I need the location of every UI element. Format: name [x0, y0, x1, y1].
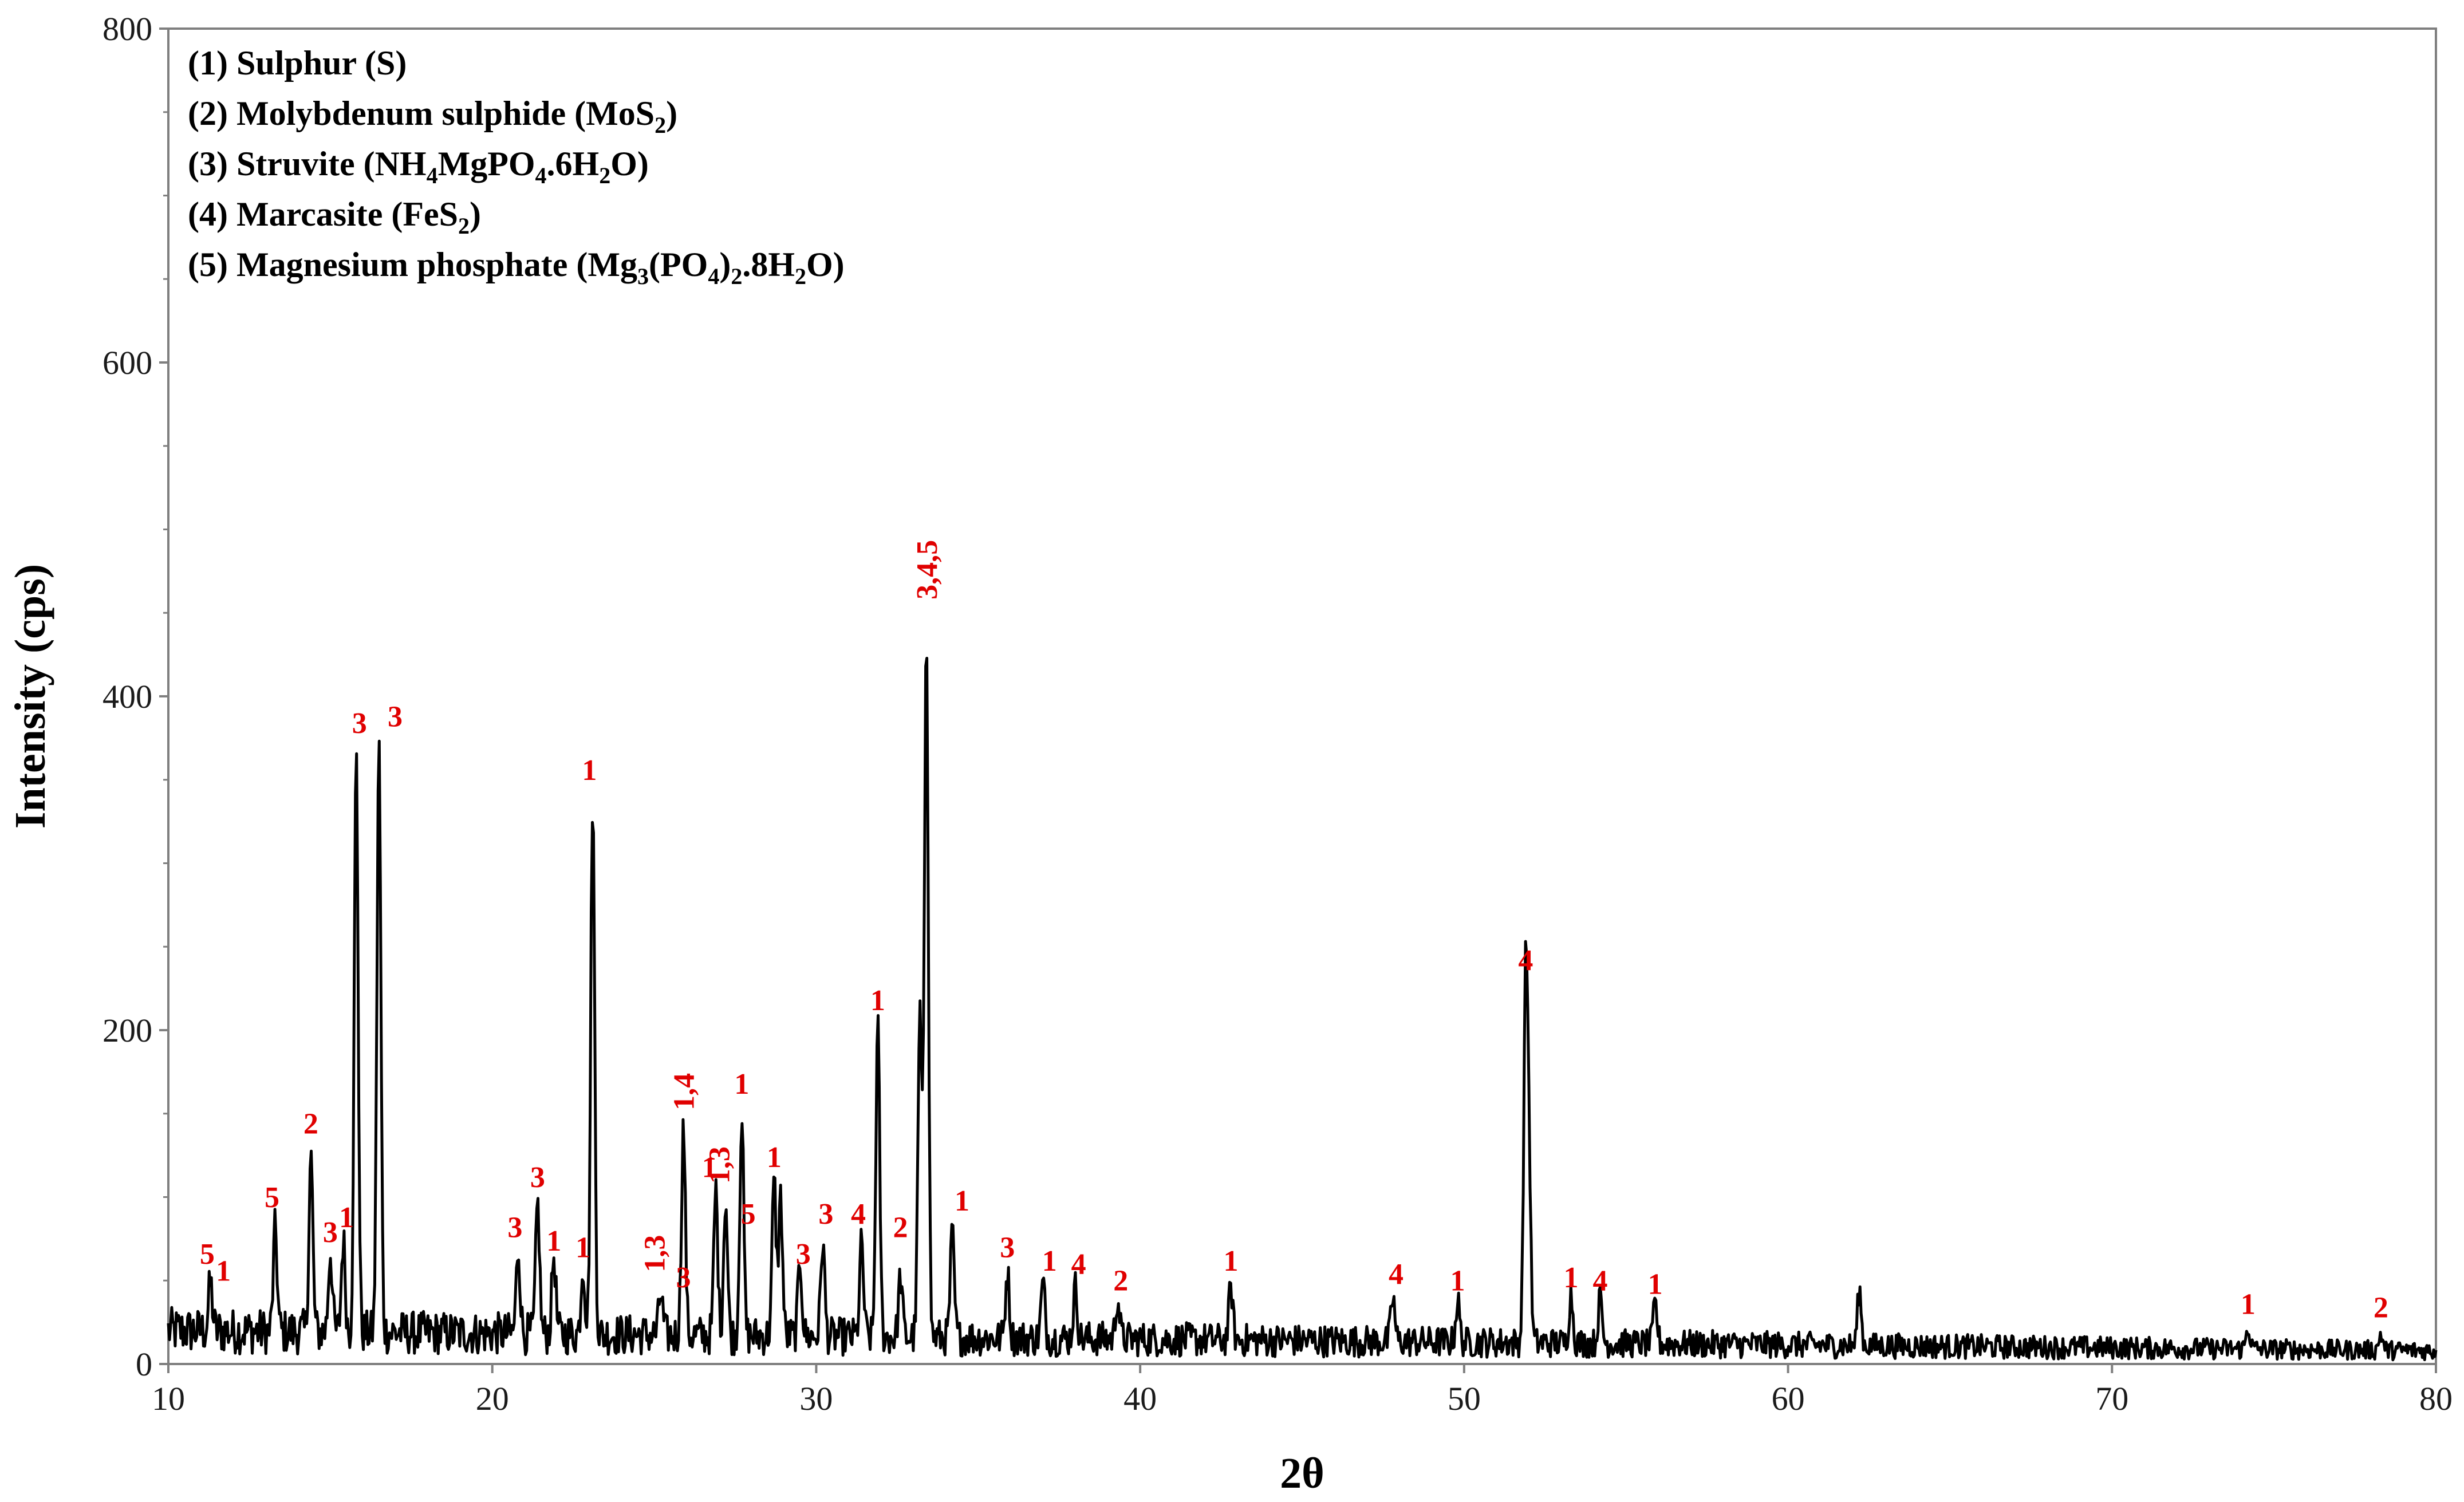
legend-entry: (4) Marcasite (FeS2) — [188, 195, 481, 239]
x-tick-label: 70 — [2095, 1380, 2128, 1417]
y-tick-label: 400 — [102, 678, 152, 715]
peak-annotation: 1 — [339, 1201, 354, 1234]
peak-annotation: 2 — [1113, 1265, 1128, 1298]
peak-annotation: 1,3 — [639, 1235, 672, 1272]
peak-annotation: 1 — [870, 984, 885, 1017]
x-tick-label: 40 — [1123, 1380, 1157, 1417]
peak-annotation: 1 — [1450, 1265, 1465, 1298]
peak-annotation: 1 — [1648, 1268, 1663, 1301]
peak-annotation: 3 — [796, 1238, 811, 1271]
peak-annotation: 2 — [2374, 1291, 2388, 1324]
peak-annotation: 3 — [388, 700, 403, 733]
x-axis-title: 2θ — [1280, 1449, 1324, 1497]
peak-annotation: 4 — [1518, 944, 1533, 977]
y-tick-label: 600 — [102, 344, 152, 381]
x-tick-label: 60 — [1772, 1380, 1805, 1417]
axis-ticks — [159, 27, 2437, 1373]
y-tick-label: 0 — [136, 1346, 152, 1383]
y-tick-label: 200 — [102, 1012, 152, 1049]
legend-entry: (2) Molybdenum sulphide (MoS2) — [188, 94, 677, 138]
peak-annotation: 1 — [955, 1185, 969, 1217]
peak-annotation: 3 — [1000, 1231, 1015, 1264]
peak-annotation: 4 — [1389, 1258, 1404, 1291]
peak-annotation: 3 — [323, 1216, 338, 1249]
peak-annotation: 3 — [530, 1161, 545, 1194]
peak-annotation: 5 — [265, 1181, 279, 1214]
peak-annotation: 1 — [1564, 1261, 1579, 1294]
peak-annotation: 5 — [200, 1238, 215, 1271]
peak-annotation: 3,4,5 — [911, 540, 944, 600]
peak-annotation: 2 — [303, 1108, 318, 1141]
plot-area — [167, 27, 2437, 1365]
y-tick-label: 800 — [102, 10, 152, 48]
x-tick-label: 80 — [2419, 1380, 2453, 1417]
legend-entry: (3) Struvite (NH4MgPO4.6H2O) — [188, 145, 649, 188]
y-axis-title: Intensity (cps) — [6, 564, 54, 829]
peak-annotation: 1 — [575, 1231, 590, 1264]
peak-annotation: 1,3 — [704, 1146, 736, 1184]
legend-entry: (1) Sulphur (S) — [188, 44, 407, 82]
peak-annotation: 2 — [893, 1211, 908, 1244]
peak-annotation: 4 — [851, 1198, 866, 1231]
x-tick-label: 10 — [152, 1380, 185, 1417]
peak-annotation: 1 — [734, 1068, 749, 1101]
peak-annotation: 1 — [216, 1255, 231, 1287]
peak-annotation: 1,4 — [668, 1073, 700, 1110]
legend-entry: (5) Magnesium phosphate (Mg3(PO4)2.8H2O) — [188, 246, 845, 289]
peak-annotation: 5 — [741, 1198, 756, 1231]
peak-annotation: 3 — [352, 707, 367, 740]
peak-annotation: 1 — [702, 1152, 717, 1184]
tick-labels: 0 200 400 600 800 10 20 30 40 50 60 70 80 — [102, 10, 2453, 1417]
peak-annotation: 1 — [1042, 1245, 1057, 1278]
xrd-pattern-line — [167, 657, 2438, 1362]
peak-annotation: 1 — [767, 1141, 782, 1174]
peak-annotation: 3 — [676, 1261, 691, 1294]
peak-annotation: 1 — [546, 1225, 561, 1257]
x-tick-label: 50 — [1448, 1380, 1481, 1417]
x-tick-label: 30 — [799, 1380, 833, 1417]
legend: (1) Sulphur (S) (2) Molybdenum sulphide (… — [188, 44, 845, 289]
peak-annotation: 4 — [1071, 1248, 1086, 1281]
peak-annotation: 3 — [507, 1211, 522, 1244]
peak-annotation: 3 — [818, 1198, 833, 1231]
peak-annotation: 4 — [1592, 1265, 1607, 1298]
peak-annotation: 1 — [2241, 1288, 2256, 1321]
peak-annotation: 1 — [1224, 1245, 1239, 1278]
peak-annotation: 1 — [582, 754, 597, 787]
x-tick-label: 20 — [476, 1380, 509, 1417]
